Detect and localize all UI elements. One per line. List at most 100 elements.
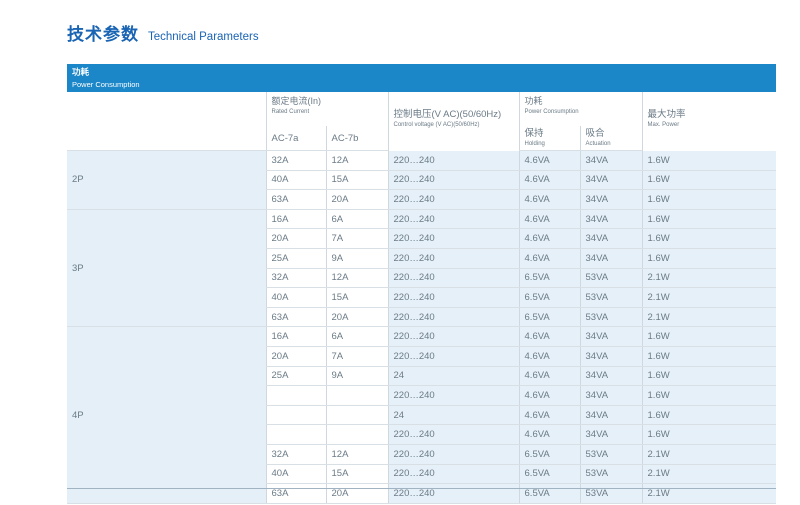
ac7b-cell: 20A	[325, 483, 389, 504]
control-voltage-cell: 220…240	[387, 228, 520, 249]
ac7a-cell: 40A	[265, 464, 326, 485]
table-row: 32A 12A 220…240 6.5VA 53VA 2.1W	[67, 268, 777, 289]
holding-cell: 6.5VA	[518, 287, 581, 308]
header-rated-current: 额定电流(In) Rated Current	[265, 92, 389, 126]
ac7b-cell: 6A	[325, 326, 389, 347]
control-voltage-cell: 220…240	[387, 248, 520, 269]
ac7b-cell: 9A	[325, 366, 389, 387]
pole-cell: 3P	[67, 209, 266, 328]
table-row: 3P 16A 6A 220…240 4.6VA 34VA 1.6W	[67, 209, 777, 328]
ac7b-cell: 20A	[325, 307, 389, 328]
max-power-cell: 1.6W	[641, 405, 777, 426]
holding-cell: 4.6VA	[518, 150, 581, 171]
holding-cell: 6.5VA	[518, 268, 581, 289]
max-power-cell: 1.6W	[641, 248, 777, 269]
pole-cell: 4P	[67, 326, 266, 504]
holding-cell: 4.6VA	[518, 366, 581, 387]
ac7a-cell	[265, 405, 326, 426]
control-voltage-cell: 220…240	[387, 189, 520, 210]
header-control-voltage-en: Control voltage (V AC)(50/60Hz)	[393, 122, 480, 128]
max-power-cell: 2.1W	[641, 307, 777, 328]
parameters-table-body: 额定电流(In) Rated Current 控制电压(V AC)(50/60H…	[67, 92, 777, 504]
control-voltage-cell: 24	[387, 366, 520, 387]
holding-cell: 4.6VA	[518, 385, 581, 406]
actuation-cell: 34VA	[579, 209, 643, 230]
holding-cell: 4.6VA	[518, 248, 581, 269]
control-voltage-cell: 220…240	[387, 346, 520, 367]
ac7a-cell: 32A	[265, 150, 326, 171]
max-power-cell: 1.6W	[641, 424, 777, 445]
header-power-consumption: 功耗 Power Consumption	[518, 92, 643, 126]
max-power-cell: 2.1W	[641, 444, 777, 465]
max-power-cell: 1.6W	[641, 189, 777, 210]
ac7b-cell: 12A	[325, 150, 389, 171]
actuation-cell: 53VA	[579, 268, 643, 289]
ac7a-cell	[265, 424, 326, 445]
ac7b-cell	[325, 424, 389, 445]
ac7b-cell: 7A	[325, 346, 389, 367]
table-row: 63A 20A 220…240 4.6VA 34VA 1.6W	[67, 189, 777, 210]
section-title-zh: 功耗	[72, 68, 90, 78]
header-ac7a: AC-7a	[265, 126, 326, 151]
holding-cell: 4.6VA	[518, 209, 581, 230]
control-voltage-cell: 220…240	[387, 287, 520, 308]
ac7b-cell: 12A	[325, 268, 389, 289]
ac7b-cell: 15A	[325, 464, 389, 485]
actuation-cell: 34VA	[579, 385, 643, 406]
holding-cell: 4.6VA	[518, 424, 581, 445]
holding-cell: 6.5VA	[518, 307, 581, 328]
table-row: 2P 32A 12A 220…240 4.6VA 34VA 1.6W	[67, 150, 777, 210]
control-voltage-cell: 220…240	[387, 464, 520, 485]
max-power-cell: 2.1W	[641, 464, 777, 485]
header-rated-current-en: Rated Current	[271, 109, 310, 115]
actuation-cell: 34VA	[579, 150, 643, 171]
table-row: 32A 12A 220…240 6.5VA 53VA 2.1W	[67, 444, 777, 465]
table-row: 40A 15A 220…240 4.6VA 34VA 1.6W	[67, 170, 777, 191]
holding-cell: 6.5VA	[518, 444, 581, 465]
ac7b-cell: 15A	[325, 170, 389, 191]
header-max-power-en: Max. Power	[647, 122, 680, 128]
ac7a-cell: 32A	[265, 268, 326, 289]
ac7a-cell: 25A	[265, 366, 326, 387]
header-actuation-en: Actuation	[585, 141, 611, 147]
control-voltage-cell: 24	[387, 405, 520, 426]
ac7a-cell: 25A	[265, 248, 326, 269]
ac7b-cell: 6A	[325, 209, 389, 230]
max-power-cell: 1.6W	[641, 385, 777, 406]
ac7a-cell: 20A	[265, 228, 326, 249]
holding-cell: 4.6VA	[518, 189, 581, 210]
ac7a-cell: 63A	[265, 307, 326, 328]
ac7a-cell: 63A	[265, 189, 326, 210]
table-row: 63A 20A 220…240 6.5VA 53VA 2.1W	[67, 307, 777, 328]
holding-cell: 6.5VA	[518, 464, 581, 485]
header-blank-cell	[67, 92, 266, 126]
header-max-power-zh: 最大功率	[647, 109, 686, 120]
actuation-cell: 34VA	[579, 346, 643, 367]
control-voltage-cell: 220…240	[387, 170, 520, 191]
ac7b-cell	[325, 385, 389, 406]
actuation-cell: 34VA	[579, 228, 643, 249]
ac7a-cell	[265, 385, 326, 406]
pole-cell: 2P	[67, 150, 266, 210]
ac7a-cell: 16A	[265, 326, 326, 347]
actuation-cell: 34VA	[579, 248, 643, 269]
header-max-power: 最大功率 Max. Power	[641, 92, 777, 151]
actuation-cell: 53VA	[579, 464, 643, 485]
max-power-cell: 1.6W	[641, 366, 777, 387]
holding-cell: 6.5VA	[518, 483, 581, 504]
header-ac7b: AC-7b	[325, 126, 389, 151]
section-banner: 功耗 Power Consumption	[67, 64, 776, 92]
table-bottom-rule	[67, 488, 776, 489]
page-title-zh: 技术参数	[67, 25, 139, 45]
control-voltage-cell: 220…240	[387, 209, 520, 230]
max-power-cell: 1.6W	[641, 326, 777, 347]
ac7b-cell: 20A	[325, 189, 389, 210]
max-power-cell: 2.1W	[641, 268, 777, 289]
table-row: 20A 7A 220…240 4.6VA 34VA 1.6W	[67, 228, 777, 249]
actuation-cell: 34VA	[579, 405, 643, 426]
header-control-voltage-zh: 控制电压(V AC)(50/60Hz)	[393, 109, 502, 120]
header-holding: 保持 Holding	[518, 126, 581, 151]
ac7a-cell: 40A	[265, 170, 326, 191]
table-row: 220…240 4.6VA 34VA 1.6W	[67, 385, 777, 406]
actuation-cell: 34VA	[579, 366, 643, 387]
